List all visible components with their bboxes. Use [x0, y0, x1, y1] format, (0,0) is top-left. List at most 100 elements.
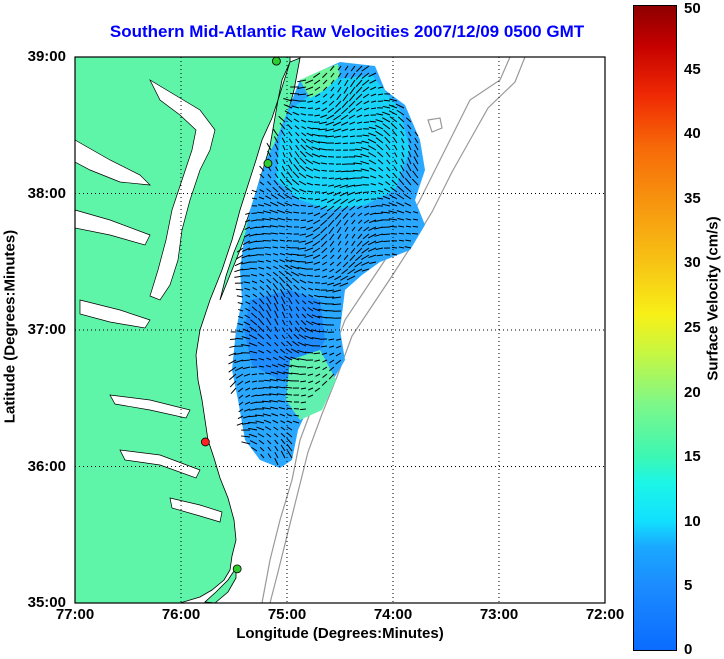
velocity-arrow: [363, 191, 370, 194]
velocity-arrow: [396, 193, 405, 200]
velocity-arrow: [401, 152, 405, 158]
velocity-arrow: [295, 306, 300, 312]
velocity-arrow: [351, 240, 356, 247]
velocity-arrow: [404, 246, 412, 249]
velocity-arrow: [333, 198, 342, 205]
velocity-arrow: [265, 195, 272, 200]
station-marker[interactable]: [271, 56, 281, 66]
velocity-arrow: [245, 212, 251, 215]
station-marker[interactable]: [263, 159, 273, 168]
velocity-arrow: [319, 155, 328, 158]
velocity-arrow: [276, 378, 286, 382]
velocity-arrow: [405, 225, 412, 228]
velocity-arrow: [266, 272, 272, 277]
velocity-arrow: [266, 357, 272, 361]
velocity-arrow: [344, 72, 349, 79]
velocity-arrow: [334, 107, 342, 115]
velocity-arrow: [264, 246, 272, 249]
velocity-arrow: [258, 349, 265, 354]
velocity-arrow: [248, 415, 258, 418]
velocity-arrow: [361, 247, 370, 254]
velocity-arrow: [385, 144, 391, 151]
station-marker[interactable]: [232, 564, 242, 574]
velocity-arrow: [382, 117, 391, 123]
velocity-arrow: [284, 185, 293, 193]
velocity-arrow: [245, 387, 251, 391]
velocity-arrow: [299, 150, 307, 158]
velocity-arrow: [264, 379, 272, 382]
velocity-arrow: [299, 106, 307, 109]
velocity-arrow: [277, 363, 286, 368]
velocity-arrow: [354, 191, 363, 195]
velocity-arrow: [307, 281, 314, 284]
colorbar-tick-label: 25: [684, 319, 701, 336]
velocity-arrow: [375, 119, 384, 123]
velocity-arrow: [369, 212, 377, 216]
velocity-arrow: [279, 259, 286, 263]
velocity-arrow: [272, 265, 279, 270]
velocity-arrow: [238, 394, 244, 399]
velocity-arrow: [288, 138, 293, 144]
velocity-arrow: [382, 233, 391, 236]
velocity-arrow: [356, 114, 363, 118]
velocity-arrow: [349, 205, 356, 211]
velocity-arrow: [342, 93, 349, 102]
velocity-arrow: [270, 232, 279, 235]
velocity-arrow: [263, 419, 272, 424]
velocity-arrow: [244, 401, 251, 405]
velocity-arrow: [368, 72, 377, 78]
velocity-arrow: [244, 219, 251, 223]
velocity-arrow: [243, 373, 251, 377]
velocity-arrow: [266, 341, 272, 347]
velocity-arrow: [400, 130, 405, 137]
velocity-arrow: [244, 226, 251, 231]
velocity-arrow: [229, 380, 237, 388]
velocity-arrow: [288, 297, 293, 305]
velocity-arrow: [278, 265, 286, 270]
velocity-arrow: [235, 288, 244, 291]
velocity-arrow: [266, 309, 272, 319]
velocity-arrow: [314, 294, 321, 298]
velocity-arrow: [344, 247, 349, 253]
velocity-arrow: [357, 212, 363, 217]
velocity-arrow: [329, 65, 335, 71]
velocity-arrow: [394, 159, 398, 165]
velocity-arrow: [308, 294, 314, 298]
velocity-arrow: [314, 114, 321, 117]
velocity-arrow: [326, 198, 335, 204]
velocity-arrow: [344, 79, 349, 87]
velocity-arrow: [272, 271, 279, 277]
velocity-arrow: [297, 86, 307, 90]
velocity-arrow: [334, 142, 342, 145]
velocity-arrow: [237, 387, 244, 393]
velocity-arrow: [297, 93, 307, 96]
velocity-arrow: [355, 198, 363, 202]
velocity-arrow: [294, 125, 300, 130]
velocity-arrow: [340, 177, 349, 181]
velocity-arrow: [399, 171, 405, 179]
velocity-arrow: [242, 328, 251, 333]
velocity-arrow: [305, 158, 314, 165]
station-marker[interactable]: [200, 437, 210, 447]
velocity-arrow: [337, 86, 342, 93]
velocity-arrow: [327, 191, 335, 195]
velocity-arrow: [243, 321, 251, 326]
velocity-arrow: [272, 253, 279, 256]
velocity-arrow: [259, 173, 265, 179]
velocity-arrow: [235, 373, 244, 379]
velocity-arrow: [318, 128, 328, 131]
velocity-arrow: [275, 151, 279, 158]
velocity-arrow: [274, 445, 279, 452]
velocity-arrow: [281, 137, 286, 144]
velocity-arrow: [281, 165, 286, 172]
velocity-arrow: [266, 433, 272, 438]
velocity-arrow: [294, 151, 300, 158]
velocity-arrow: [407, 124, 412, 130]
velocity-arrow: [272, 246, 279, 249]
velocity-arrow: [244, 380, 251, 384]
velocity-arrow: [273, 259, 279, 263]
velocity-arrow: [333, 128, 342, 132]
velocity-arrow: [291, 187, 300, 193]
velocity-arrow: [307, 100, 314, 103]
